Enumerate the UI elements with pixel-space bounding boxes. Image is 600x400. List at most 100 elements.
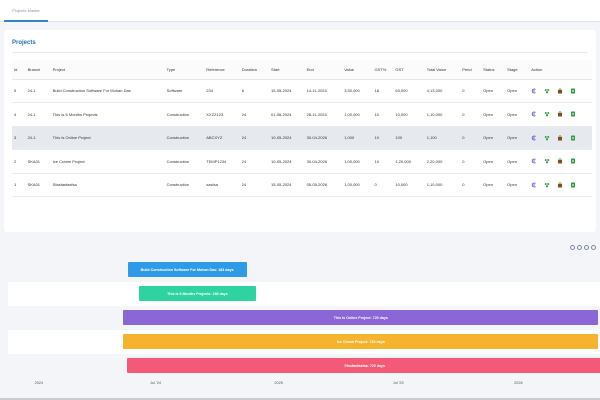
duration-cell: 24 <box>239 149 270 174</box>
duration-cell: 24 <box>239 173 270 197</box>
basket-icon[interactable] <box>557 134 563 141</box>
stage-cell: Open <box>505 173 530 197</box>
file-icon[interactable] <box>570 88 576 94</box>
basket-icon[interactable] <box>557 158 563 164</box>
reference-cell: sasfsa <box>204 173 240 197</box>
project-cell: This Is 6 Months Projects <box>50 102 165 127</box>
gantt-row: Sfasfasfasfsa: 720 days <box>8 354 600 378</box>
value-cell: 1,00,000 <box>342 173 373 197</box>
gantt-toolbar <box>570 245 596 250</box>
value-cell: 3,50,000 <box>342 79 373 103</box>
branch-header: Branch <box>25 60 51 80</box>
pend-cell: 0 <box>460 102 482 127</box>
end-cell: 05-05-2026 <box>304 173 343 197</box>
basket-icon[interactable] <box>557 87 563 94</box>
type-header: Type <box>164 60 205 80</box>
pend-cell: 0 <box>460 149 482 174</box>
start-header: Start <box>269 60 305 80</box>
pend-cell: 0 <box>460 173 482 197</box>
reference-cell: ABCXYZ <box>204 126 240 150</box>
zoom-reset-icon[interactable] <box>570 245 575 250</box>
gantt-bar[interactable]: This Is 6 Months Projects: 180 days <box>138 286 257 301</box>
page-title: Projects <box>12 40 36 46</box>
id-header: Id <box>12 60 26 80</box>
file-icon[interactable] <box>570 135 576 141</box>
axis-tick-label: 2026 <box>514 381 523 385</box>
gst-cell: 1,20,000 <box>393 149 425 174</box>
pend-cell: 0 <box>460 79 482 103</box>
team-icon[interactable] <box>544 111 550 117</box>
table-row[interactable]: 4 24-1 This Is 6 Months Projects Constructi… <box>12 102 592 127</box>
end-cell: 30-04-2026 <box>304 126 343 150</box>
file-icon[interactable] <box>570 182 576 188</box>
branch-cell: 24-1 <box>25 126 51 150</box>
gantt-bar[interactable]: This Is Online Project: 720 days <box>123 310 599 325</box>
gantt-row: This Is 6 Months Projects: 180 days <box>8 282 600 306</box>
project-cell: Ice Cream Project <box>50 149 165 174</box>
axis-tick-label: Jul '24 <box>150 381 161 385</box>
status-header: Status <box>481 60 506 80</box>
value-cell: 1,00,000 <box>342 149 373 174</box>
team-icon[interactable] <box>544 158 550 164</box>
table-row[interactable]: 3 24-1 This Is Online Project Construction A… <box>12 126 592 150</box>
gantt-time-axis: 2024 Jul '24 2025 Jul '25 2026 <box>8 378 600 398</box>
team-icon[interactable] <box>544 135 550 141</box>
project-cell: Sfasfasfasfsa <box>50 173 165 197</box>
id-cell: 1 <box>12 173 26 197</box>
table-row[interactable]: 2 SKA01 Ice Cream Project Construction TEMP1… <box>12 149 592 174</box>
action-cell <box>529 149 592 174</box>
stage-cell: Open <box>505 79 530 103</box>
gantt-bar[interactable]: Ice Cream Project: 720 days <box>123 334 599 349</box>
gantt-bar[interactable]: Sfasfasfasfsa: 720 days <box>126 358 600 373</box>
total-value-header: Total Value <box>424 60 461 80</box>
file-icon[interactable] <box>570 158 576 164</box>
total-value-cell: 1,10,000 <box>424 102 461 127</box>
reference-cell: TEMP1234 <box>204 149 240 174</box>
branch-cell: 24-1 <box>25 102 51 127</box>
axis-tick-label: 2024 <box>34 381 44 385</box>
start-cell: 10-05-2024 <box>269 126 305 150</box>
edit-icon[interactable] <box>531 111 537 117</box>
duration-cell: 24 <box>239 126 270 150</box>
team-icon[interactable] <box>544 182 550 188</box>
status-cell: Open <box>481 149 506 174</box>
action-cell <box>529 102 592 127</box>
reference-cell: 234 <box>204 79 240 103</box>
tab-projects-master[interactable]: Projects Master <box>4 0 48 22</box>
gst-cell: 100 <box>393 126 425 150</box>
start-cell: 01-06-2024 <box>269 102 305 127</box>
value-header: Value <box>342 60 373 80</box>
zoom-out-icon[interactable] <box>577 245 582 250</box>
file-icon[interactable] <box>570 111 576 117</box>
edit-icon[interactable] <box>531 88 537 94</box>
pan-icon[interactable] <box>591 245 596 250</box>
total-value-cell: 4,13,000 <box>424 79 461 103</box>
stage-header: Stage <box>505 60 530 80</box>
team-icon[interactable] <box>544 88 550 94</box>
total-value-cell: 2,20,000 <box>424 149 461 174</box>
id-cell: 2 <box>12 149 26 174</box>
edit-icon[interactable] <box>531 135 537 141</box>
status-cell: Open <box>481 126 506 150</box>
project-cell: This Is Online Project <box>50 126 165 150</box>
zoom-in-icon[interactable] <box>584 245 589 250</box>
edit-icon[interactable] <box>531 158 537 164</box>
gst-pct-cell: 0 <box>372 173 394 197</box>
end-cell: 28-11-2024 <box>304 102 343 127</box>
edit-icon[interactable] <box>531 182 537 188</box>
table-row[interactable]: 1 SKA01 Sfasfasfasfsa Construction sasfsa 24 1… <box>12 173 592 197</box>
end-cell: 30-04-2026 <box>304 149 343 174</box>
gantt-bar[interactable]: Build Construction Software For Mohan Da… <box>127 262 247 277</box>
divider <box>12 52 588 53</box>
projects-table: Id Branch Project Type Reference Duration Star… <box>12 60 592 197</box>
basket-icon[interactable] <box>557 111 563 117</box>
id-cell: 4 <box>12 102 26 127</box>
horizontal-scrollbar[interactable] <box>0 398 600 400</box>
start-cell: 15-05-2024 <box>269 79 305 103</box>
type-cell: Construction <box>164 149 205 174</box>
table-row[interactable]: 5 24-1 Build Construction Software For Moh… <box>12 79 592 103</box>
basket-icon[interactable] <box>557 181 563 188</box>
branch-cell: 24-1 <box>25 79 51 103</box>
branch-cell: SKA01 <box>25 149 51 174</box>
gst-pct-cell: 10 <box>372 126 394 150</box>
